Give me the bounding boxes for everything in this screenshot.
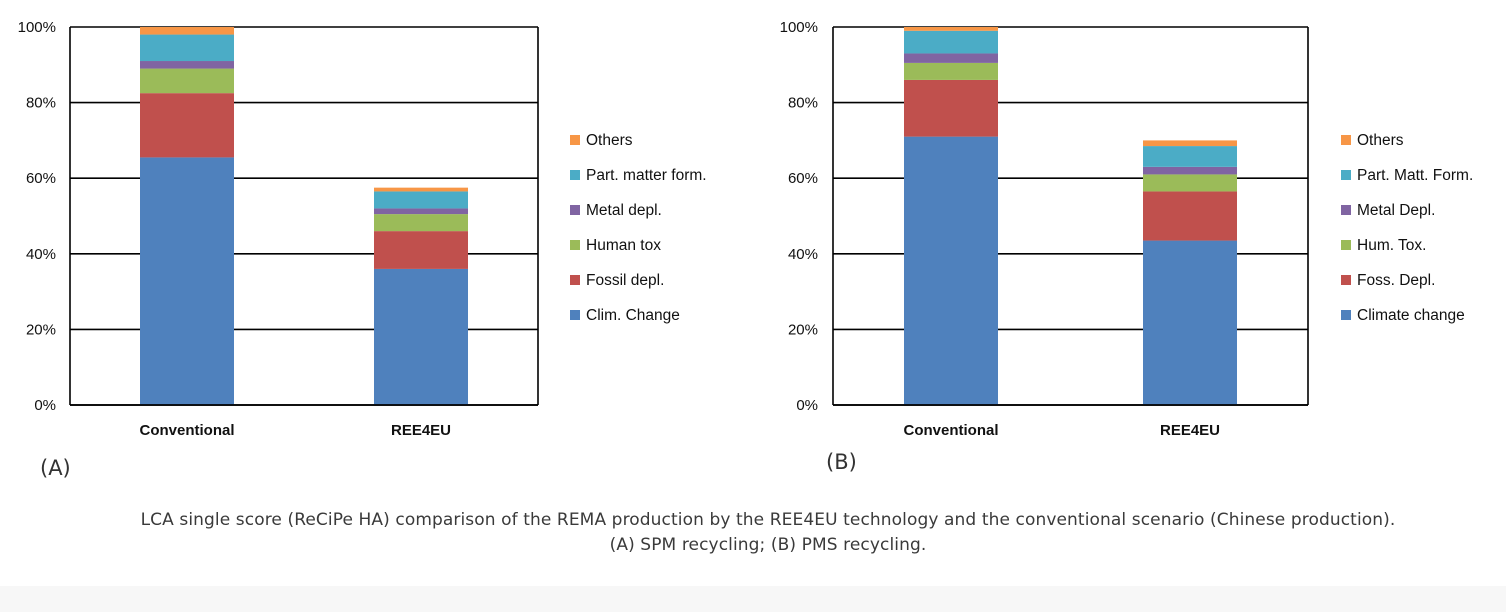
legend-label: Metal Depl. [1357,202,1435,219]
x-category-label: REE4EU [391,422,451,439]
bar-segment [374,208,468,215]
legend-swatch [1341,310,1351,320]
legend-label: Clim. Change [586,307,680,324]
bar-segment [140,61,234,69]
y-tick-label: 80% [26,95,56,112]
y-tick-label: 20% [26,321,56,338]
legend-swatch [570,240,580,250]
legend-label: Climate change [1357,307,1465,324]
y-tick-label: 100% [780,19,818,36]
bar-segment [374,214,468,232]
legend-swatch [1341,240,1351,250]
bar-segment [374,231,468,269]
chart-panel-1: 0% 20% 40% 60% 80% 100% Conventional REE4EU Othe… [780,19,1474,439]
legend-swatch [1341,275,1351,285]
bar-segment [140,157,234,405]
bar-segment [1143,146,1237,167]
y-tick-label: 0% [34,397,56,414]
legend-label: Part. matter form. [586,167,707,184]
legend-label: Fossil depl. [586,272,664,289]
figure-caption: LCA single score (ReCiPe HA) comparison … [140,510,1396,555]
bar-segment [1143,166,1237,175]
y-tick-label: 60% [788,170,818,187]
legend-swatch [570,205,580,215]
y-tick-label: 40% [788,246,818,263]
bar-segment [904,53,998,63]
bar-segment [904,27,998,31]
bar-segment [1143,140,1237,147]
bar-segment [374,191,468,209]
bar-segment [1143,174,1237,192]
chart-panel-0: 0% 20% 40% 60% 80% 100% Conventional REE4EU Othe… [18,19,707,439]
legend-swatch [1341,170,1351,180]
legend-swatch [570,135,580,145]
legend-swatch [1341,135,1351,145]
bar-segment [904,30,998,54]
legend-swatch [570,170,580,180]
y-tick-label: 20% [788,321,818,338]
y-tick-label: 40% [26,246,56,263]
legend-swatch [570,275,580,285]
bar-segment [374,268,468,405]
bar-segment [1143,191,1237,241]
legend-label: Part. Matt. Form. [1357,167,1473,184]
bar-segment [140,34,234,62]
legend-swatch [570,310,580,320]
bar-segment [374,187,468,192]
legend-label: Human tox [586,237,661,254]
legend-label: Others [1357,132,1404,149]
x-category-label: Conventional [139,422,234,439]
y-tick-label: 100% [18,19,56,36]
bar-segment [904,62,998,80]
panel-label-a: (A) [40,456,71,480]
bar-segment [904,136,998,405]
y-tick-label: 80% [788,95,818,112]
bar-segment [140,27,234,35]
bar-segment [904,79,998,137]
panel-label-b: (B) [826,450,857,474]
x-category-label: REE4EU [1160,422,1220,439]
footer-band [0,586,1506,612]
bar-segment [140,68,234,94]
bar-segment [1143,240,1237,405]
legend-label: Hum. Tox. [1357,237,1427,254]
x-category-label: Conventional [903,422,998,439]
legend-swatch [1341,205,1351,215]
y-tick-label: 60% [26,170,56,187]
y-tick-label: 0% [796,397,818,414]
legend-label: Others [586,132,633,149]
bar-segment [140,93,234,158]
legend-label: Metal depl. [586,202,662,219]
legend-label: Foss. Depl. [1357,272,1435,289]
